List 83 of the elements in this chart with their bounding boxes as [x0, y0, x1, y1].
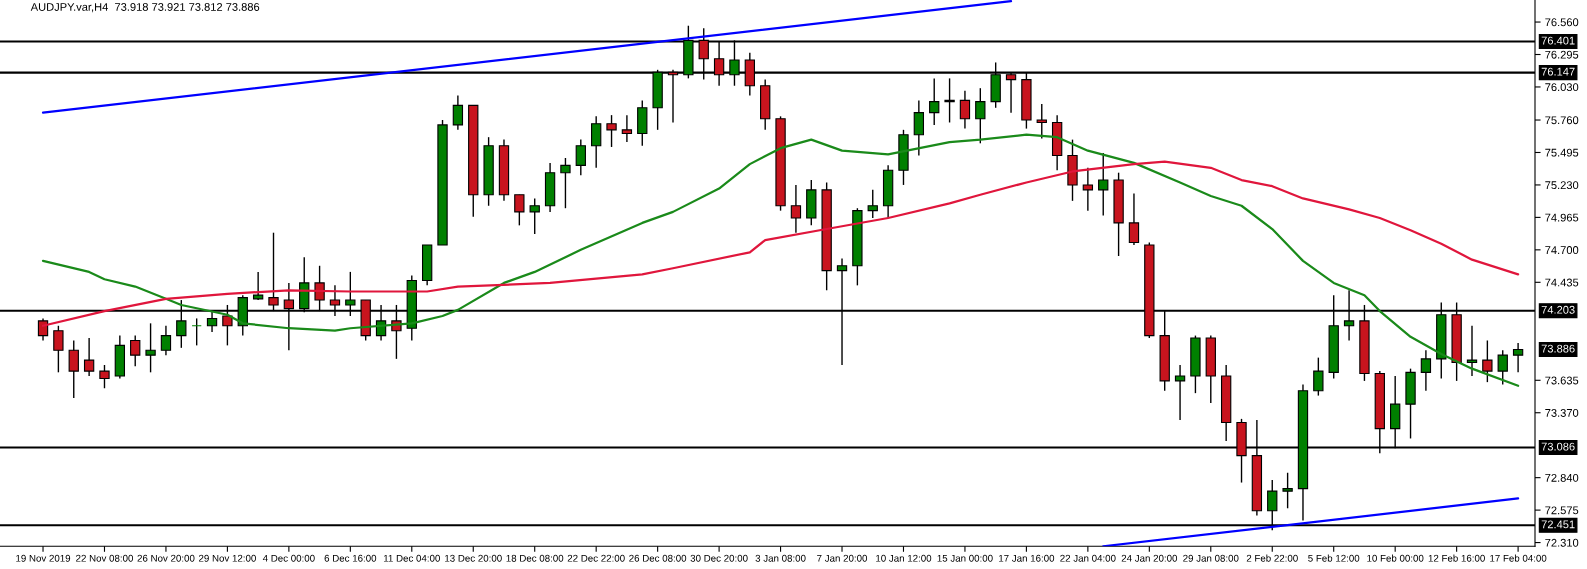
y-tick-label: 72.310 — [1545, 538, 1579, 547]
candlestick — [1512, 342, 1524, 374]
text: 73.886 — [1541, 344, 1575, 353]
x-tick-label: 5 Feb 12:00 — [1308, 554, 1360, 562]
line-series — [41, 133, 1520, 387]
candlestick — [1420, 349, 1432, 392]
x-tick-label: 7 Jan 20:00 — [817, 554, 868, 562]
chart-title: AUDJPY.var,H4 73.918 73.921 73.812 73.886 — [30, 3, 260, 13]
y-tick-label: 76.560 — [1545, 18, 1579, 27]
candlestick — [130, 334, 141, 367]
candlestick — [99, 364, 110, 389]
y-tick-label: 76.030 — [1545, 83, 1579, 92]
x-tick-label: 3 Jan 08:00 — [755, 554, 806, 562]
x-tick-label: 22 Nov 08:00 — [76, 554, 134, 562]
y-tick-label: 73.370 — [1545, 409, 1579, 417]
x-tick-label: 2 Feb 22:00 — [1246, 554, 1298, 562]
x-tick-label: 29 Jan 08:00 — [1183, 554, 1239, 562]
y-tick-label: 72.840 — [1545, 473, 1579, 482]
x-tick-label: 12 Feb 16:00 — [1428, 554, 1485, 562]
y-tick-label: 75.230 — [1545, 181, 1579, 190]
candlestick — [867, 189, 878, 219]
candlestick — [591, 115, 602, 169]
candlestick — [1036, 103, 1047, 140]
candlestick — [145, 322, 156, 374]
candlestick — [621, 114, 633, 143]
y-tick-label: 72.575 — [1545, 506, 1579, 515]
candlestick — [560, 157, 571, 209]
x-tick-label: 11 Dec 04:00 — [383, 554, 440, 562]
candlestick — [68, 339, 79, 399]
candlestick — [1174, 364, 1186, 421]
candlestick — [83, 337, 95, 377]
candlestick — [160, 325, 172, 356]
candlestick — [452, 94, 464, 131]
candlestick — [191, 317, 202, 347]
y-tick-label: 76.295 — [1545, 50, 1579, 59]
ref-line-label: 73.086 — [1541, 442, 1575, 451]
candlestick — [1282, 472, 1293, 509]
candlestick — [1497, 349, 1508, 386]
x-tick-label: 26 Nov 20:00 — [137, 554, 195, 562]
candlestick — [975, 87, 986, 144]
y-tick-label: 75.760 — [1545, 116, 1579, 125]
x-tick-label: 22 Jan 04:00 — [1060, 554, 1116, 562]
ref-line-label: 76.147 — [1541, 67, 1575, 76]
x-tick-label: 4 Dec 00:00 — [262, 554, 315, 562]
candlestick — [514, 194, 525, 227]
x-tick-label: 24 Jan 20:00 — [1121, 554, 1178, 562]
y-tick-label: 74.965 — [1545, 213, 1579, 222]
x-tick-label: 17 Feb 04:00 — [1490, 554, 1547, 562]
x-tick-label: 15 Jan 00:00 — [937, 554, 993, 562]
candlestick — [913, 99, 925, 157]
candlestick — [790, 184, 802, 234]
candlestick — [944, 77, 955, 124]
candlestick — [1482, 339, 1493, 383]
x-tick-label: 10 Jan 12:00 — [876, 554, 932, 562]
x-tick-label: 6 Dec 16:00 — [324, 554, 377, 562]
candlestick — [929, 77, 940, 126]
candlestick — [53, 325, 64, 374]
candlestick — [1128, 192, 1140, 246]
x-tick-label: 30 Dec 20:00 — [690, 554, 748, 562]
x-tick-label: 10 Feb 00:00 — [1367, 554, 1424, 562]
candlestick — [1466, 325, 1478, 377]
candlestick — [606, 114, 617, 148]
x-tick-label: 22 Dec 22:00 — [567, 554, 625, 562]
candlestick — [1082, 167, 1094, 212]
x-tick-label: 17 Jan 16:00 — [999, 554, 1055, 562]
x-tick-label: 13 Dec 20:00 — [445, 554, 502, 562]
y-tick-label: 74.435 — [1545, 278, 1579, 287]
x-tick-label: 29 Nov 12:00 — [198, 554, 256, 562]
ref-line-label: 72.451 — [1541, 520, 1575, 529]
candlestick — [959, 89, 971, 130]
x-tick-label: 19 Nov 2019 — [16, 554, 71, 562]
candlestick — [575, 138, 586, 176]
ref-line-label: 74.203 — [1541, 305, 1575, 314]
y-tick-label: 75.495 — [1545, 148, 1579, 157]
candlestick — [529, 197, 540, 235]
candlestick — [1098, 152, 1109, 217]
x-tick-label: 26 Dec 08:00 — [629, 554, 687, 562]
x-tick-label: 18 Dec 08:00 — [506, 554, 564, 562]
ref-line-label: 76.401 — [1541, 36, 1575, 45]
y-tick-label: 73.635 — [1545, 376, 1579, 385]
candlestick — [206, 310, 218, 333]
y-tick-label: 74.700 — [1545, 246, 1579, 254]
candlestick — [1313, 356, 1324, 397]
